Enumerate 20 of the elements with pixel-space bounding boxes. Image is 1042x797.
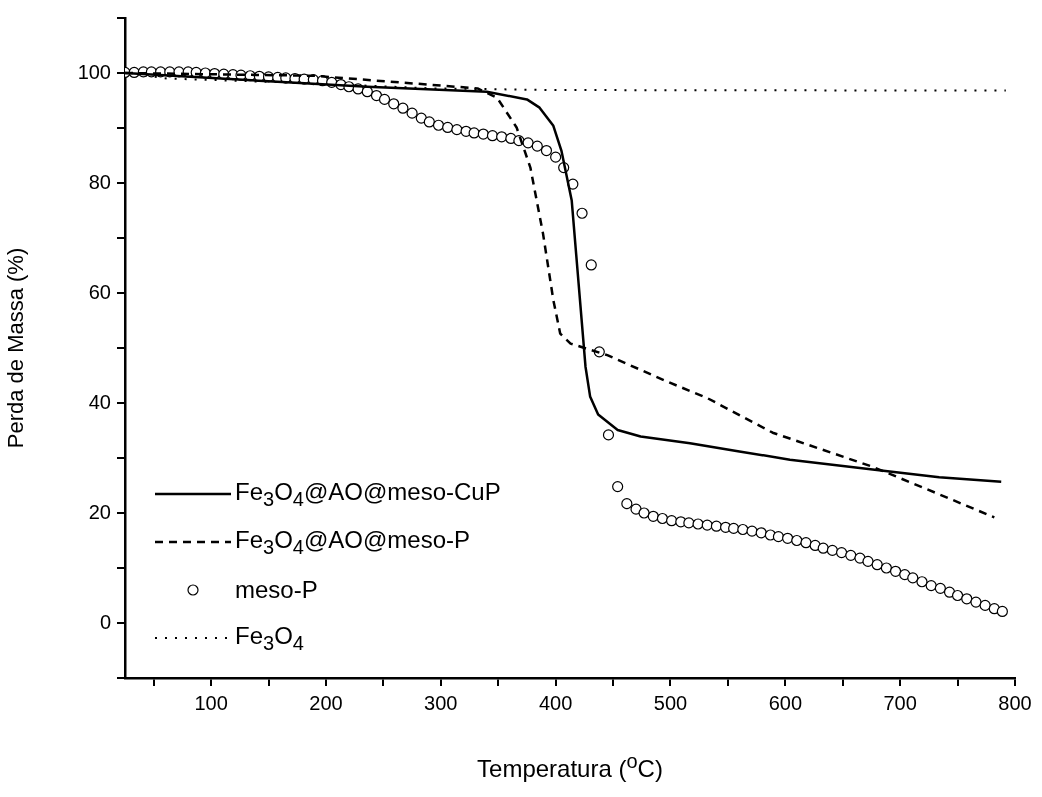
- x-tick-label: 800: [998, 691, 1032, 714]
- x-tick-label: 700: [883, 691, 917, 714]
- y-tick-label: 20: [88, 500, 111, 523]
- x-tick-label: 600: [768, 691, 803, 714]
- y-tick-label: 40: [88, 390, 111, 413]
- y-tick-label: 80: [88, 170, 111, 193]
- x-tick-label: 400: [538, 691, 573, 714]
- x-axis-title: Temperatura ($^{o}$C): [476, 750, 664, 783]
- legend-label: meso-P: [235, 576, 318, 604]
- y-tick-label: 60: [88, 280, 111, 303]
- y-tick-label: 0: [99, 610, 111, 633]
- x-tick-label: 100: [194, 691, 228, 714]
- legend-label: Fe$_{3}$O$_{4}$: [235, 621, 304, 655]
- x-tick-label: 300: [424, 691, 458, 714]
- y-tick-label: 100: [77, 60, 111, 83]
- x-tick-label: 500: [653, 691, 688, 714]
- y-axis-title: Perda de Massa (%): [3, 247, 29, 449]
- legend-label: Fe$_{3}$O$_{4}$@AO@meso-CuP: [235, 477, 501, 511]
- legend-label: Fe$_{3}$O$_{4}$@AO@meso-P: [235, 525, 471, 559]
- x-tick-label: 200: [309, 691, 343, 714]
